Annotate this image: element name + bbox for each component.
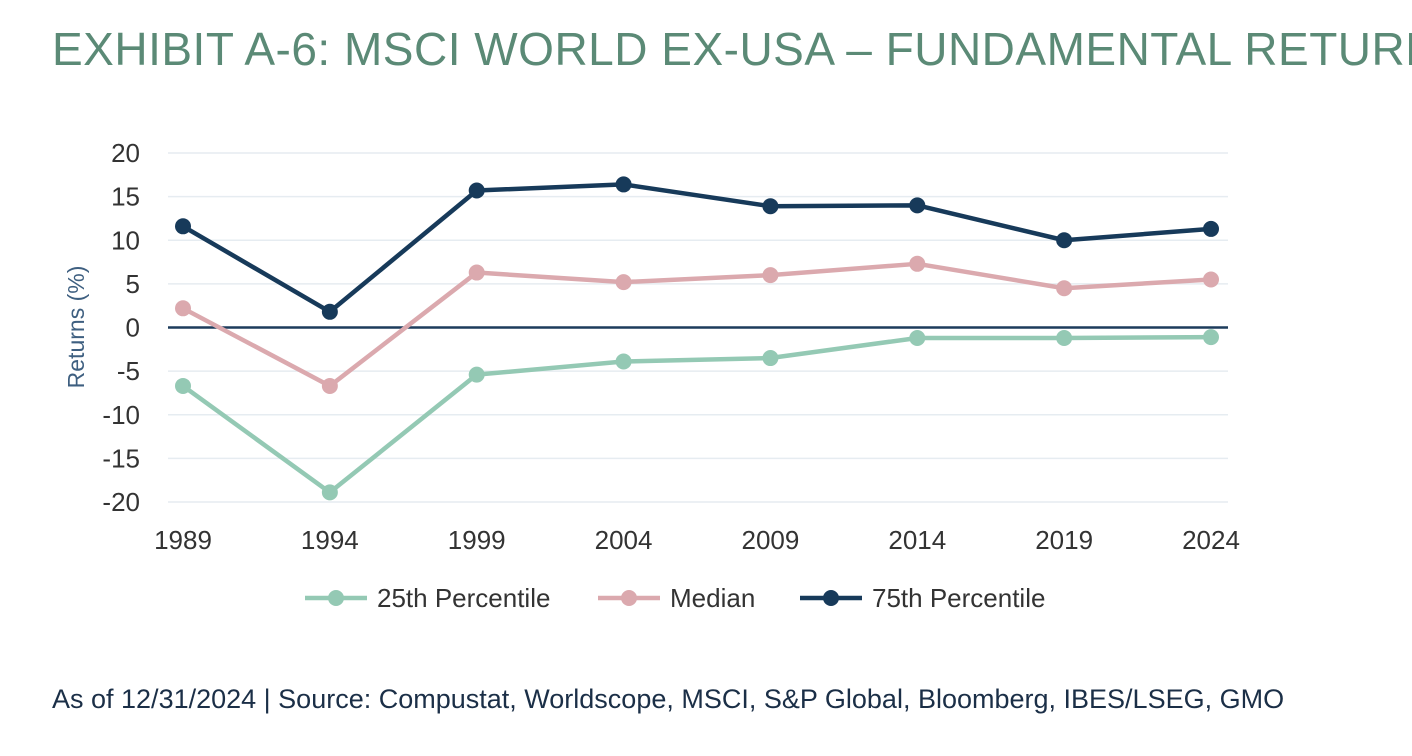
x-tick-label: 2009 [742,525,800,555]
data-point [468,182,485,199]
series-line [181,261,1212,389]
x-tick-label: 2014 [888,525,946,555]
legend-item: Median [598,583,755,613]
data-point [321,303,338,320]
series-1 [175,255,1219,394]
legend-item: 75th Percentile [800,583,1045,613]
y-tick-label: 5 [126,269,140,299]
data-point [1056,232,1073,249]
data-point [909,255,926,272]
y-tick-label: 20 [111,138,140,168]
y-tick-label: -10 [102,400,140,430]
x-tick-label: 2004 [595,525,653,555]
series-line [181,182,1212,315]
y-axis-ticks: 20 15 10 5 0 -5 -10 -15 -20 [102,138,140,517]
data-point [909,329,926,346]
data-point [1056,329,1073,346]
data-point [468,366,485,383]
data-point [615,274,632,291]
series-line [181,334,1212,495]
data-point [175,218,191,235]
data-point [1203,220,1219,237]
legend: 25th Percentile Median 75th Percentile [305,583,1045,613]
exhibit-title: EXHIBIT A-6: MSCI WORLD EX-USA – FUNDAME… [52,23,1412,75]
y-tick-label: 10 [111,225,140,255]
legend-swatch-marker [621,590,637,606]
legend-label: 25th Percentile [377,583,550,613]
x-tick-label: 2019 [1035,525,1093,555]
y-tick-label: 15 [111,182,140,212]
legend-label: 75th Percentile [872,583,1045,613]
data-point [615,176,632,193]
data-point [175,377,191,394]
data-point [175,300,191,317]
data-point [321,484,338,501]
legend-label: Median [670,583,755,613]
source-footnote: As of 12/31/2024 | Source: Compustat, Wo… [52,684,1285,714]
data-point [615,353,632,370]
data-point [909,197,926,214]
data-point [321,377,338,394]
data-point [468,264,485,281]
series-2 [175,176,1219,320]
data-point [1056,280,1073,297]
x-tick-label: 1994 [301,525,359,555]
x-tick-label: 1989 [154,525,212,555]
legend-swatch-marker [328,590,344,606]
series-lines [175,176,1219,501]
data-point [762,198,779,215]
grid-lines [168,152,1228,503]
data-point [762,350,779,367]
data-point [1203,329,1219,346]
y-tick-label: -5 [117,356,140,386]
x-axis-ticks: 1989 1994 1999 2004 2009 2014 2019 2024 [154,525,1240,555]
y-axis-label: Returns (%) [63,266,89,389]
y-tick-label: -15 [102,443,140,473]
x-tick-label: 1999 [448,525,506,555]
legend-swatch-marker [823,590,839,606]
returns-line-chart: 20 15 10 5 0 -5 -10 -15 -20 1989 1994 1999 2004 2009… [63,138,1240,613]
series-0 [175,329,1219,501]
y-tick-label: -20 [102,487,140,517]
data-point [762,267,779,284]
x-tick-label: 2024 [1182,525,1240,555]
y-tick-label: 0 [126,313,140,343]
data-point [1203,271,1219,288]
legend-item: 25th Percentile [305,583,550,613]
